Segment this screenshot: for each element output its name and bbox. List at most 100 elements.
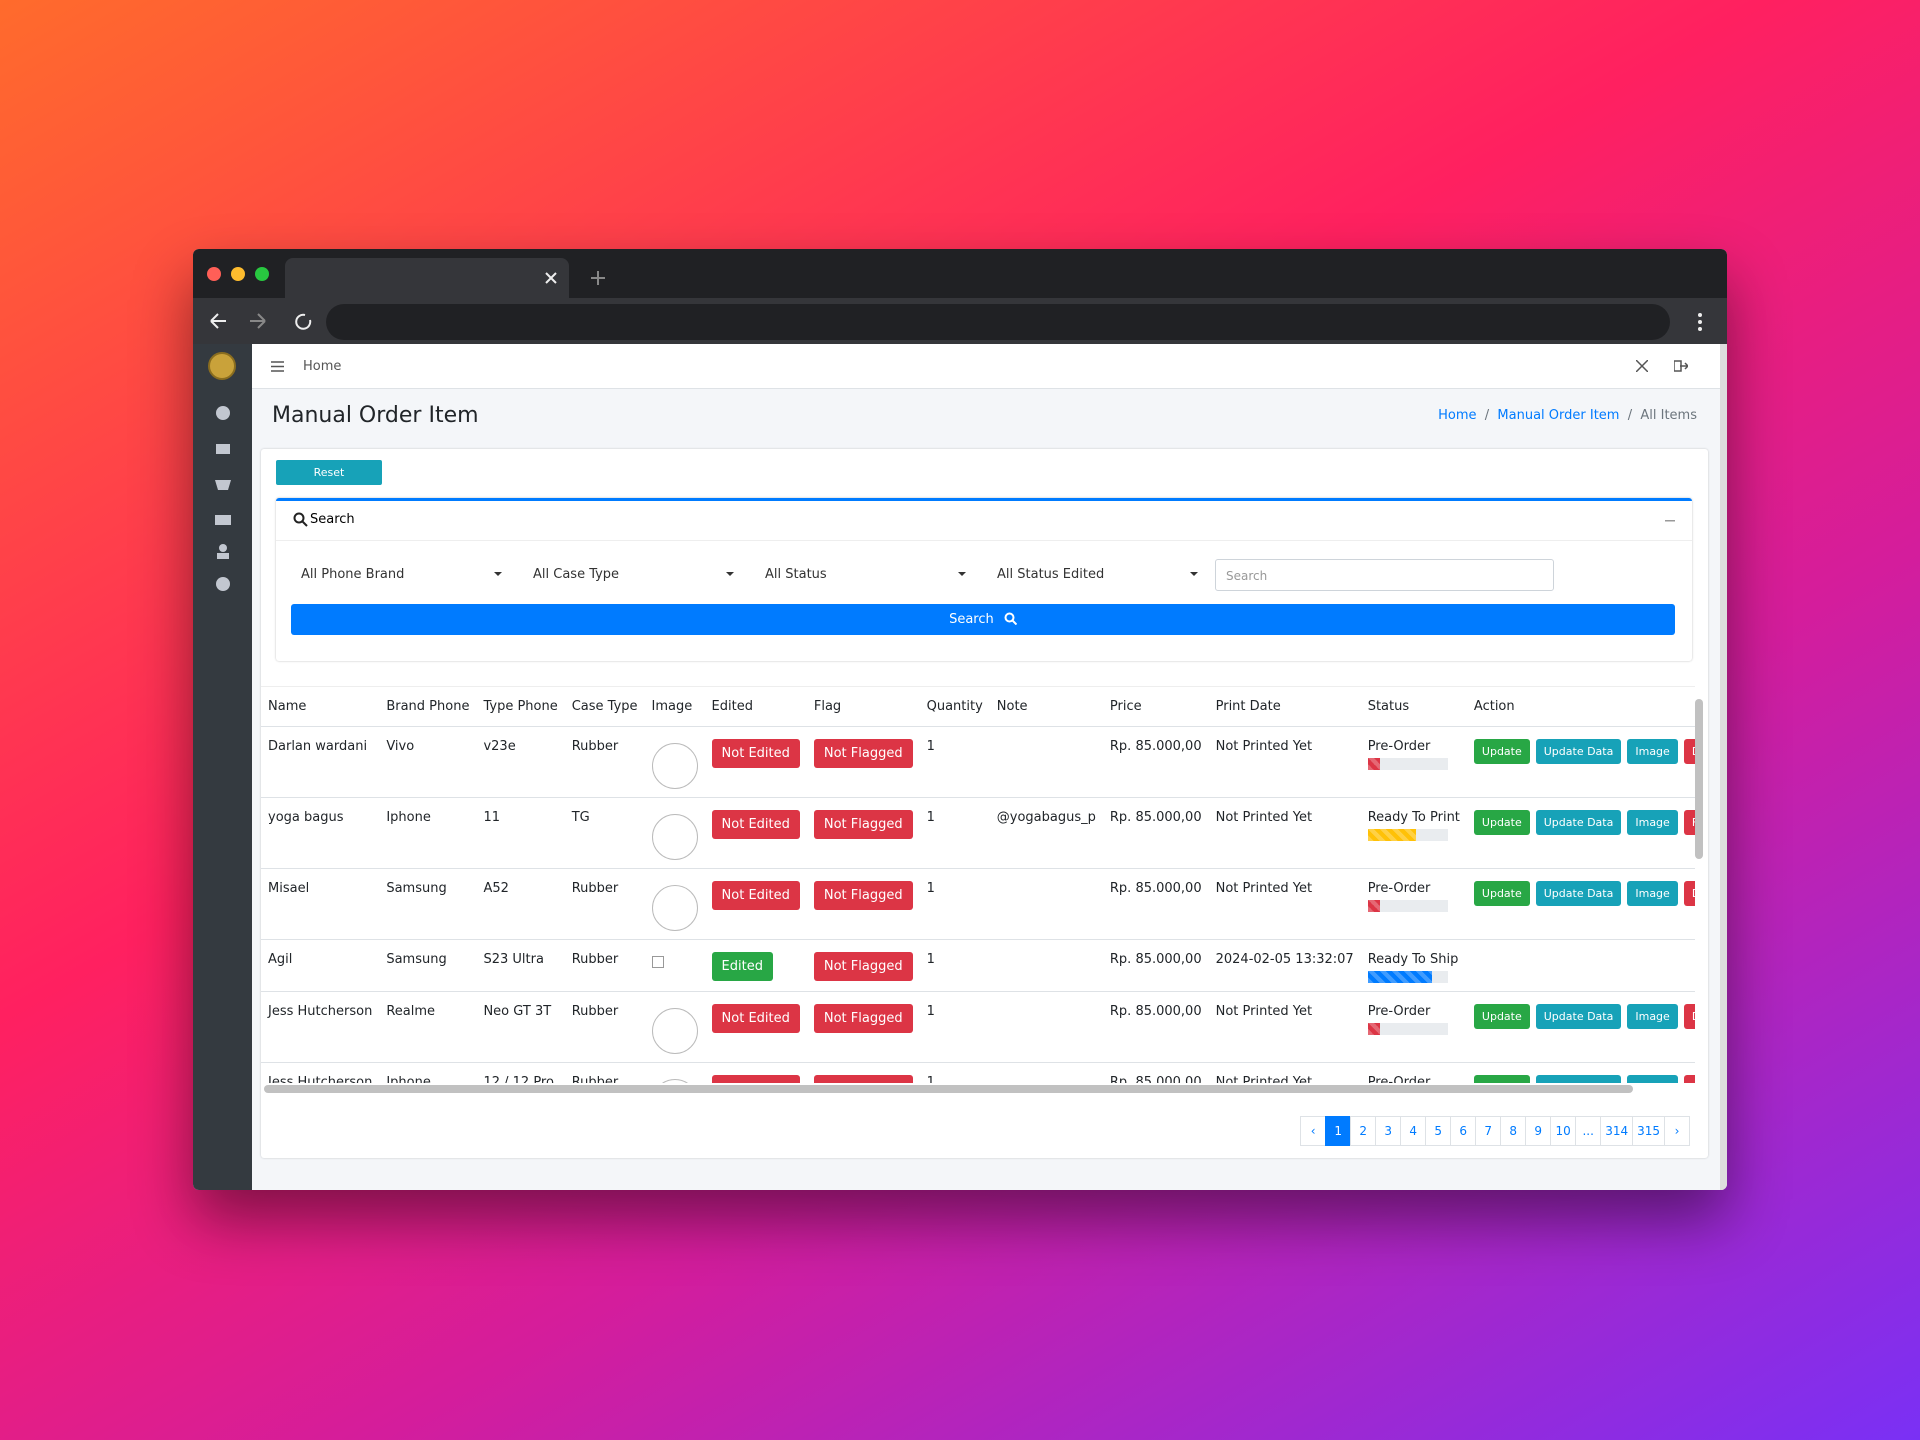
browser-window: Home Manual Order Item Home / Manual Ord… xyxy=(193,249,1727,1190)
action-button[interactable]: Image xyxy=(1627,1075,1678,1083)
table-row: Darlan wardani Vivo v23e Rubber Not Edited No… xyxy=(261,726,1695,798)
action-button[interactable]: Delete xyxy=(1683,739,1695,764)
cell-case: Rubber xyxy=(564,991,645,1063)
search-button[interactable]: Search xyxy=(291,604,1675,635)
page-link[interactable]: 1 xyxy=(1325,1116,1352,1146)
product-image[interactable] xyxy=(651,885,698,931)
page-link[interactable]: 3 xyxy=(1375,1116,1402,1146)
cell-quantity: 1 xyxy=(919,991,990,1063)
nav-buttons[interactable] xyxy=(209,312,319,330)
action-button[interactable]: Update Data xyxy=(1535,881,1622,906)
h-scrollbar[interactable] xyxy=(264,1085,1633,1093)
action-button[interactable]: Image xyxy=(1627,1004,1678,1029)
page-link[interactable]: 7 xyxy=(1475,1116,1502,1146)
action-button[interactable]: Image xyxy=(1627,739,1678,764)
action-button[interactable]: Image xyxy=(1627,810,1678,835)
logout[interactable] xyxy=(1674,360,1688,372)
tab[interactable] xyxy=(285,258,569,298)
logo[interactable] xyxy=(208,352,236,380)
breadcrumb: Home / Manual Order Item / All Items xyxy=(1438,408,1697,423)
page-link[interactable]: 314 xyxy=(1600,1116,1634,1146)
action-button[interactable]: Update xyxy=(1473,739,1530,764)
action-button[interactable]: Update xyxy=(1473,1004,1530,1029)
fullscreen[interactable] xyxy=(1636,360,1648,372)
filter-select[interactable]: All Status xyxy=(755,559,978,591)
tab-close[interactable] xyxy=(545,272,557,284)
product-image[interactable] xyxy=(651,1008,698,1054)
action-button[interactable]: Image xyxy=(1627,881,1678,906)
cell-edited: Not Edited xyxy=(704,726,807,798)
collapse[interactable] xyxy=(1665,520,1675,522)
search-icon xyxy=(293,512,308,527)
cell-case: Rubber xyxy=(564,868,645,940)
sidebar-icons[interactable] xyxy=(213,404,233,604)
progress xyxy=(1367,829,1448,841)
search-button-label[interactable]: Search xyxy=(949,612,994,627)
crumb[interactable]: Manual Order Item xyxy=(1497,408,1620,423)
search-card: Search All Phone Brand All Case Type All S… xyxy=(276,498,1692,661)
nav-home[interactable]: Home xyxy=(303,359,342,374)
progress xyxy=(1367,758,1448,770)
cell-status: Pre-Order xyxy=(1360,991,1467,1063)
close-dot[interactable] xyxy=(207,267,221,281)
action-button[interactable]: Delete xyxy=(1683,881,1695,906)
flag-badge: Not Flagged xyxy=(813,739,913,768)
product-image[interactable] xyxy=(651,814,698,860)
column-header: Action xyxy=(1466,687,1695,727)
page-link[interactable]: 4 xyxy=(1400,1116,1427,1146)
page-link[interactable]: ... xyxy=(1575,1116,1602,1146)
cell-edited: Not Edited xyxy=(704,1062,807,1083)
edited-badge: Not Edited xyxy=(711,1004,800,1033)
v-scrollbar[interactable] xyxy=(1695,699,1703,859)
max-dot[interactable] xyxy=(255,267,269,281)
page-link[interactable]: 8 xyxy=(1500,1116,1527,1146)
address-bar[interactable] xyxy=(326,304,1670,340)
page-scrollbar[interactable] xyxy=(1720,344,1727,1190)
action-button[interactable]: Update xyxy=(1473,810,1530,835)
min-dot[interactable] xyxy=(231,267,245,281)
filter-select[interactable]: All Status Edited xyxy=(987,559,1210,591)
action-button[interactable]: Delete xyxy=(1683,1004,1695,1029)
hamburger[interactable] xyxy=(271,361,284,372)
action-button[interactable]: Update Data xyxy=(1535,810,1622,835)
progress xyxy=(1367,971,1448,983)
menu[interactable] xyxy=(1697,312,1703,332)
new-tab[interactable] xyxy=(591,271,605,285)
column-header: Image xyxy=(644,687,705,727)
action-button[interactable]: Delete xyxy=(1683,1075,1695,1083)
table-row: Agil Samsung S23 Ultra Rubber Edited Not Flag… xyxy=(261,939,1695,992)
cell-print-date: 2024-02-05 13:32:07 xyxy=(1208,939,1361,992)
page-link[interactable]: 5 xyxy=(1425,1116,1452,1146)
action-button[interactable]: Update Data xyxy=(1535,1004,1622,1029)
column-header: Edited xyxy=(704,687,807,727)
page-link[interactable]: 10 xyxy=(1550,1116,1577,1146)
product-image[interactable] xyxy=(651,1079,698,1083)
page-link[interactable]: › xyxy=(1664,1116,1690,1146)
search-input[interactable]: Search xyxy=(1215,559,1554,591)
page-link[interactable]: 9 xyxy=(1525,1116,1552,1146)
column-header: Quantity xyxy=(919,687,990,727)
action-button[interactable]: Update Data xyxy=(1535,739,1622,764)
cell-flag: Not Flagged xyxy=(806,868,920,940)
page-link[interactable]: ‹ xyxy=(1300,1116,1327,1146)
action-button[interactable]: Fail xyxy=(1683,810,1695,835)
filter-select[interactable]: All Case Type xyxy=(523,559,746,591)
action-button[interactable]: Update xyxy=(1473,881,1530,906)
filter-select[interactable]: All Phone Brand xyxy=(291,559,514,591)
crumb[interactable]: Home xyxy=(1438,408,1477,423)
action-button[interactable]: Update xyxy=(1473,1075,1530,1083)
progress xyxy=(1367,900,1448,912)
page-link[interactable]: 6 xyxy=(1450,1116,1477,1146)
cell-print-date: Not Printed Yet xyxy=(1208,797,1361,869)
reset-button[interactable]: Reset xyxy=(276,460,382,485)
page-link[interactable]: 2 xyxy=(1350,1116,1377,1146)
cell-edited: Not Edited xyxy=(704,797,807,869)
cell-status: Pre-Order xyxy=(1360,868,1467,940)
action-button[interactable]: Update Data xyxy=(1535,1075,1622,1083)
cell-status: Ready To Print xyxy=(1360,797,1467,869)
page-link[interactable]: 315 xyxy=(1632,1116,1665,1146)
cell-name: Jess Hutcherson xyxy=(261,1062,380,1083)
product-image[interactable] xyxy=(651,743,698,789)
